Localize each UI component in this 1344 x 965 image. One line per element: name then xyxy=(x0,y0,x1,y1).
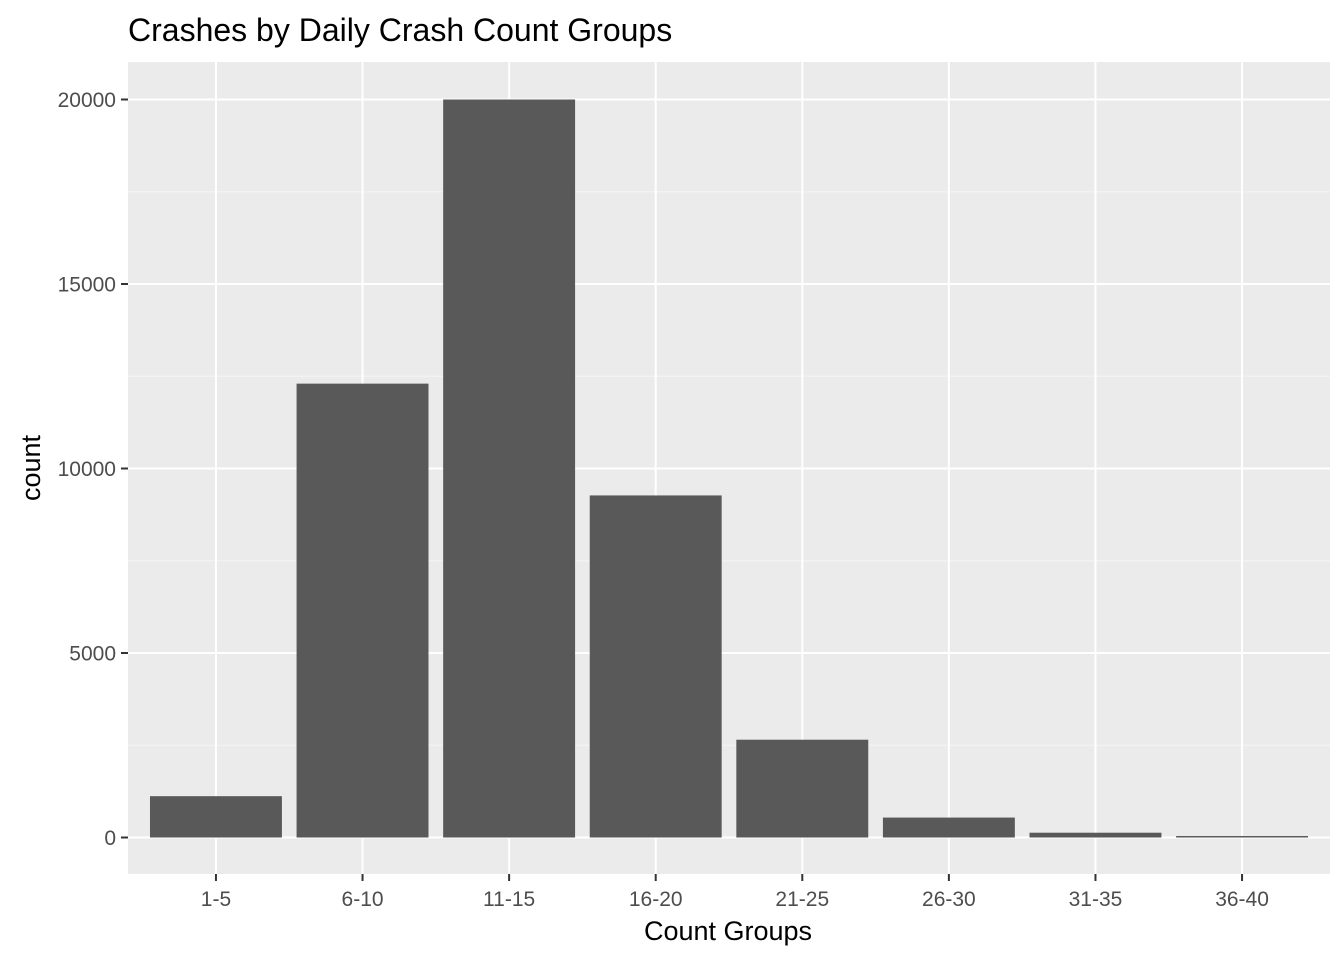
x-tick-label: 21-25 xyxy=(775,888,829,911)
chart-title: Crashes by Daily Crash Count Groups xyxy=(128,12,672,48)
x-tick-label: 6-10 xyxy=(342,888,384,911)
y-tick-label: 5000 xyxy=(69,643,116,666)
y-axis-title: count xyxy=(16,434,46,501)
y-tick-label: 10000 xyxy=(58,458,116,481)
y-tick-label: 0 xyxy=(104,827,116,850)
bar xyxy=(882,817,1015,838)
x-tick-label: 26-30 xyxy=(922,888,976,911)
x-tick-label: 31-35 xyxy=(1069,888,1123,911)
x-tick-label: 1-5 xyxy=(201,888,231,911)
x-axis-title: Count Groups xyxy=(644,916,812,946)
bar xyxy=(736,739,869,838)
y-tick-label: 15000 xyxy=(58,274,116,297)
bars xyxy=(149,99,1309,838)
x-tick-label: 16-20 xyxy=(629,888,683,911)
x-tick-label: 11-15 xyxy=(483,888,535,911)
bar xyxy=(1176,836,1309,838)
bar xyxy=(589,495,722,838)
y-axis: 0 5000 10000 15000 20000 xyxy=(58,89,128,850)
x-tick-label: 36-40 xyxy=(1215,888,1269,911)
bar xyxy=(296,383,429,838)
bar xyxy=(443,99,576,838)
x-axis: 1-5 6-10 11-15 16-20 21-25 26-30 31-35 36-40 xyxy=(201,874,1269,911)
bar xyxy=(149,796,282,838)
bar xyxy=(1029,832,1162,838)
y-tick-label: 20000 xyxy=(58,89,116,112)
